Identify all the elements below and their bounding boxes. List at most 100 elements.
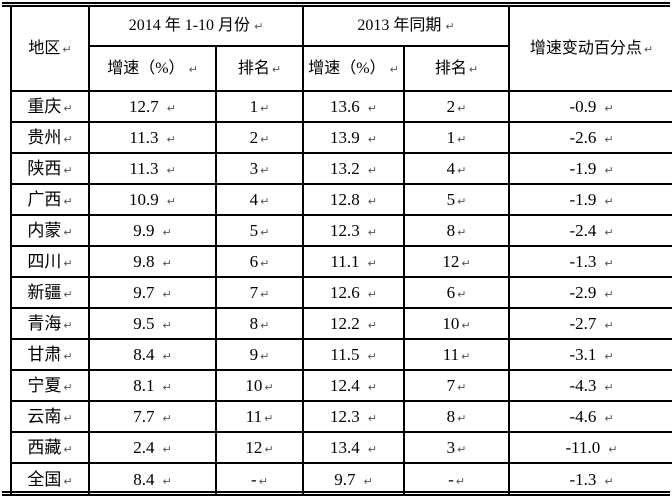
header-group-2014-label: 2014 年 1-10 月份: [128, 17, 251, 34]
paragraph-mark-icon: ↵: [166, 164, 176, 177]
header-region: 地区 ↵: [10, 7, 90, 92]
cell-value: 13.2: [330, 159, 360, 178]
cell-value: 11: [245, 407, 263, 426]
growth-2013-cell: 12.4 ↵: [302, 369, 405, 402]
header-growth-2013-label: 增速（%）: [308, 59, 386, 77]
change-cell: -3.1 ↵: [508, 338, 672, 371]
cell-value: 广西: [27, 190, 62, 209]
cell-value: 5: [249, 221, 259, 240]
paragraph-mark-icon: ↵: [461, 319, 471, 332]
cell-value: 青海: [27, 314, 62, 333]
paragraph-mark-icon: ↵: [188, 62, 198, 76]
cell-value: 8.4: [133, 345, 155, 364]
paragraph-mark-icon: ↵: [260, 164, 270, 177]
paragraph-mark-icon: ↵: [461, 257, 471, 270]
header-rank-2014-label: 排名: [237, 59, 270, 77]
header-group-2013-label: 2013 年同期: [357, 17, 442, 34]
cell-value: 6: [446, 283, 456, 302]
paragraph-mark-icon: ↵: [457, 412, 467, 425]
paragraph-mark-icon: ↵: [457, 133, 467, 146]
paragraph-mark-icon: ↵: [367, 102, 377, 115]
paragraph-mark-icon: ↵: [63, 319, 73, 332]
rank-2013-cell: 8 ↵: [402, 214, 511, 247]
paragraph-mark-icon: ↵: [260, 319, 270, 332]
cell-value: 10: [245, 376, 263, 395]
rank-2014-cell: 7 ↵: [215, 276, 304, 309]
cell-value: 2: [249, 128, 259, 147]
growth-2013-cell: 13.4 ↵: [302, 431, 405, 464]
cell-value: 西藏: [27, 438, 62, 457]
table-row: 新疆 ↵ 9.7 ↵ 7 ↵ 12.6 ↵ 6 ↵ -2.9 ↵: [10, 276, 672, 309]
paragraph-mark-icon: ↵: [63, 381, 73, 394]
cell-value: 8.4: [133, 469, 155, 489]
paragraph-mark-icon: ↵: [260, 257, 270, 270]
paragraph-mark-icon: ↵: [63, 350, 73, 363]
growth-2014-cell: 9.8 ↵: [88, 245, 217, 278]
paragraph-mark-icon: ↵: [367, 319, 377, 332]
rank-2013-cell: 3 ↵: [402, 431, 511, 464]
growth-2014-cell: 10.9 ↵: [88, 183, 217, 216]
paragraph-mark-icon: ↵: [271, 62, 282, 76]
rank-2013-cell: 11 ↵: [402, 338, 511, 371]
paragraph-mark-icon: ↵: [162, 381, 172, 394]
cell-value: 4: [446, 159, 456, 178]
rank-2013-cell: 5 ↵: [402, 183, 511, 216]
region-cell: 贵州 ↵: [10, 121, 90, 154]
paragraph-mark-icon: ↵: [604, 133, 614, 146]
change-cell: -1.9 ↵: [508, 183, 672, 216]
growth-2013-cell: 12.3 ↵: [302, 214, 405, 247]
cell-value: -: [251, 469, 257, 489]
paragraph-mark-icon: ↵: [367, 195, 377, 208]
cell-value: 四川: [27, 252, 62, 271]
rank-2014-cell: 8 ↵: [215, 307, 304, 340]
regional-growth-table: 地区 ↵ 2014 年 1-10 月份 ↵ 2013 年同期 ↵ 增速变动百分点 ↵ 增…: [10, 7, 672, 494]
cell-value: 1: [446, 128, 456, 147]
cell-value: 云南: [27, 407, 62, 426]
cell-value: 2.4: [133, 438, 155, 457]
cell-value: 3: [446, 438, 456, 457]
paragraph-mark-icon: ↵: [63, 164, 73, 177]
cell-value: -2.7: [569, 314, 597, 333]
growth-2014-cell: 2.4 ↵: [88, 431, 217, 464]
growth-2013-cell: 12.2 ↵: [302, 307, 405, 340]
change-cell: -0.9 ↵: [508, 90, 672, 123]
header-growth-2014-label: 增速（%）: [107, 59, 185, 77]
region-cell: 甘肃 ↵: [10, 338, 90, 371]
paragraph-mark-icon: ↵: [162, 350, 172, 363]
cell-value: -0.9: [569, 97, 597, 116]
paragraph-mark-icon: ↵: [63, 412, 73, 425]
paragraph-mark-icon: ↵: [367, 443, 377, 456]
rank-2013-cell: 6 ↵: [402, 276, 511, 309]
rank-2013-cell: 10 ↵: [402, 307, 511, 340]
change-cell: -1.3 ↵: [508, 245, 672, 278]
paragraph-mark-icon: ↵: [604, 257, 614, 270]
region-cell: 云南 ↵: [10, 400, 90, 433]
growth-2013-cell: 9.7 ↵: [302, 462, 405, 494]
cell-value: 9.7: [133, 283, 155, 302]
growth-2014-cell: 11.3 ↵: [88, 121, 217, 154]
cell-value: 11.3: [129, 159, 159, 178]
table-row: 内蒙 ↵ 9.9 ↵ 5 ↵ 12.3 ↵ 8 ↵ -2.4 ↵: [10, 214, 672, 247]
paragraph-mark-icon: ↵: [260, 133, 270, 146]
paragraph-mark-icon: ↵: [260, 226, 270, 239]
cell-value: 9.5: [133, 314, 155, 333]
rank-2014-cell: 3 ↵: [215, 152, 304, 185]
cell-value: 8: [446, 407, 456, 426]
paragraph-mark-icon: ↵: [63, 288, 73, 301]
rank-2013-cell: 8 ↵: [402, 400, 511, 433]
header-rank-2013: 排名 ↵: [402, 45, 510, 92]
cell-value: 陕西: [27, 159, 62, 178]
cell-value: -11.0: [565, 438, 601, 457]
rank-2014-cell: 5 ↵: [215, 214, 304, 247]
cell-value: 7: [249, 283, 259, 302]
cell-value: 12.7: [129, 97, 159, 116]
table-row: 重庆 ↵ 12.7 ↵ 1 ↵ 13.6 ↵ 2 ↵ -0.9 ↵: [10, 90, 672, 123]
growth-2014-cell: 9.9 ↵: [88, 214, 217, 247]
growth-2014-cell: 9.5 ↵: [88, 307, 217, 340]
cell-value: 12.8: [330, 190, 360, 209]
table-row: 西藏 ↵ 2.4 ↵ 12 ↵ 13.4 ↵ 3 ↵ -11.0 ↵: [10, 431, 672, 464]
header-group-2014: 2014 年 1-10 月份 ↵: [88, 7, 304, 47]
paragraph-mark-icon: ↵: [162, 319, 172, 332]
cell-value: 13.9: [330, 128, 360, 147]
